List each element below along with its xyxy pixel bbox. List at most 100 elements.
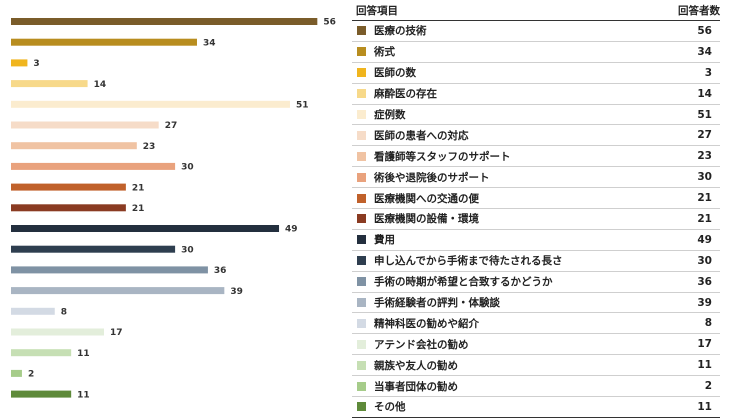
bar-value-label: 2 (28, 370, 34, 380)
legend-swatch (357, 151, 366, 161)
legend-header: 回答項目 回答者数 (352, 2, 720, 21)
legend-row: 術式 34 (352, 42, 720, 63)
legend-swatch (357, 256, 366, 266)
bar (11, 266, 208, 274)
legend-value: 11 (697, 400, 712, 413)
legend-row: 親族や友人の勧め 11 (352, 355, 720, 377)
bar-value-label: 21 (132, 204, 145, 214)
legend-swatch (357, 235, 366, 245)
legend-value: 49 (697, 233, 712, 246)
legend-label: 医療機関への交通の便 (374, 192, 479, 205)
legend-value: 30 (697, 254, 712, 267)
legend-row: その他 11 (352, 397, 720, 418)
legend-value: 27 (697, 129, 712, 142)
bar-value-label: 36 (214, 266, 227, 276)
bar-value-label: 49 (285, 225, 298, 235)
legend-label: 費用 (374, 234, 395, 247)
legend-row: 申し込んでから手術まで待たされる長さ 30 (352, 251, 720, 272)
legend-swatch (357, 360, 366, 370)
bar (11, 100, 290, 108)
legend-swatch (357, 130, 366, 140)
legend-value: 17 (697, 338, 712, 351)
bar-value-label: 30 (181, 163, 194, 173)
bar (11, 328, 104, 336)
bar (11, 349, 72, 357)
bar (11, 18, 318, 25)
bar (11, 369, 22, 377)
legend-label: 医療機関の設備・環境 (374, 213, 479, 226)
legend-value: 8 (704, 317, 712, 330)
bar (11, 245, 176, 253)
legend-label: 当事者団体の勧め (374, 380, 458, 393)
bar-value-label: 8 (61, 308, 67, 318)
legend-label: 精神科医の勧めや紹介 (374, 317, 479, 330)
legend-label: 看護師等スタッフのサポート (374, 150, 511, 163)
legend-row: 医師の患者への対応 27 (352, 125, 720, 147)
legend-value: 51 (697, 108, 712, 121)
legend-label: 麻酔医の存在 (374, 88, 437, 101)
legend-label: 手術の時期が希望と合致するかどうか (374, 276, 553, 289)
legend-label: 医師の患者への対応 (374, 129, 469, 142)
bar (11, 80, 88, 88)
legend-swatch (357, 318, 366, 328)
legend-row: 麻酔医の存在 14 (352, 84, 720, 105)
bar-value-label: 21 (132, 183, 145, 193)
legend-swatch (357, 47, 366, 57)
legend-swatch (357, 214, 366, 224)
legend-swatch (357, 339, 366, 349)
bar (11, 204, 126, 212)
legend-label: 術式 (374, 46, 395, 59)
legend-table: 回答項目 回答者数 医療の技術 56 術式 34 医師の数 3 麻酔医の存在 14 症例数 51 医… (352, 2, 720, 418)
legend-swatch (357, 298, 366, 308)
bar-value-label: 11 (77, 390, 90, 400)
legend-row: 症例数 51 (352, 105, 720, 126)
legend-value: 39 (697, 296, 712, 309)
bar-value-label: 27 (165, 121, 178, 131)
legend-value: 56 (697, 24, 712, 37)
bar-value-label: 11 (77, 349, 90, 359)
legend-swatch (357, 277, 366, 287)
legend-label: 症例数 (374, 109, 406, 121)
bar-value-label: 23 (143, 142, 156, 152)
legend-rows: 医療の技術 56 術式 34 医師の数 3 麻酔医の存在 14 症例数 51 医師の患者への対応 27… (352, 21, 720, 418)
legend-row: 術後や退院後のサポート 30 (352, 167, 720, 189)
bar-value-label: 14 (94, 80, 107, 90)
legend-value: 14 (697, 87, 712, 100)
legend-label: 医療の技術 (374, 25, 427, 38)
bar-value-label: 51 (296, 101, 309, 111)
legend-header-item: 回答項目 (356, 5, 398, 17)
legend-value: 30 (697, 171, 712, 184)
legend-value: 34 (697, 45, 712, 58)
legend-value: 11 (697, 359, 712, 372)
legend-label: アテンド会社の勧め (374, 338, 469, 351)
legend-row: アテンド会社の勧め 17 (352, 334, 720, 356)
bar (11, 287, 225, 295)
legend-swatch (357, 89, 366, 99)
legend-swatch (357, 193, 366, 203)
legend-swatch (357, 172, 366, 182)
legend-swatch (357, 110, 366, 119)
legend-swatch (357, 402, 366, 412)
legend-value: 3 (704, 66, 712, 79)
bar-value-label: 56 (323, 18, 336, 28)
legend-label: 申し込んでから手術まで待たされる長さ (374, 255, 563, 268)
legend-label: 医師の数 (374, 67, 416, 80)
legend-header-count: 回答者数 (678, 5, 720, 17)
legend-row: 手術経験者の評判・体験談 39 (352, 293, 720, 314)
bar (11, 183, 126, 191)
bar (11, 225, 280, 232)
legend-value: 36 (697, 275, 712, 288)
legend-row: 当事者団体の勧め 2 (352, 376, 720, 398)
bar (11, 142, 137, 150)
legend-row: 看護師等スタッフのサポート 23 (352, 146, 720, 168)
bar (11, 307, 55, 315)
legend-row: 医師の数 3 (352, 63, 720, 84)
legend-row: 医療機関への交通の便 21 (352, 188, 720, 210)
bar (11, 38, 197, 46)
legend-label: 手術経験者の評判・体験談 (374, 297, 500, 310)
bar (11, 59, 28, 67)
legend-value: 2 (704, 380, 712, 393)
legend-row: 医療機関の設備・環境 21 (352, 209, 720, 230)
legend-row: 精神科医の勧めや紹介 8 (352, 313, 720, 335)
